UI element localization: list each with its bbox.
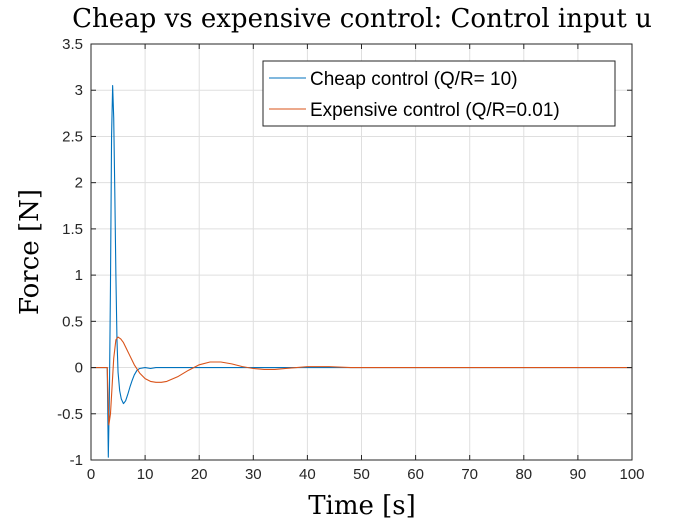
x-tick-label: 60 [407,466,424,483]
series-line-expensive-control [91,336,632,426]
y-tick-label: 3 [75,82,83,99]
x-tick-label: 20 [191,466,208,483]
y-tick-label: -1 [70,452,83,469]
y-tick-label: 0 [75,360,83,377]
x-tick-label: 50 [353,466,370,483]
legend-label-expensive: Expensive control (Q/R=0.01) [310,100,560,121]
legend-label-cheap: Cheap control (Q/R= 10) [310,69,518,90]
series-lines [91,85,632,458]
x-tick-label: 90 [570,466,587,483]
y-tick-label: -0.5 [57,406,83,423]
y-tick-label: 1 [75,267,83,284]
y-tick-label: 0.5 [62,313,83,330]
x-tick-label: 30 [245,466,262,483]
x-axis-ticks: 0 10 20 30 40 50 60 70 80 90 100 [87,44,645,483]
chart-title: Cheap vs expensive control: Control inpu… [72,4,652,34]
x-tick-label: 0 [87,466,95,483]
y-tick-label: 1.5 [62,221,83,238]
x-tick-label: 100 [619,466,644,483]
x-tick-label: 70 [461,466,478,483]
legend: Cheap control (Q/R= 10) Expensive contro… [262,60,616,127]
y-tick-label: 2.5 [62,128,83,145]
legend-box [262,60,616,127]
x-tick-label: 10 [137,466,154,483]
x-axis-label: Time [s] [308,491,416,521]
y-axis-ticks: -1 -0.5 0 0.5 1 1.5 2 2.5 3 3.5 [57,36,632,469]
y-axis-label: Force [N] [15,189,45,315]
y-tick-label: 2 [75,175,83,192]
y-tick-label: 3.5 [62,36,83,53]
x-tick-label: 80 [515,466,532,483]
x-tick-label: 40 [299,466,316,483]
series-line-cheap-control [91,85,632,458]
